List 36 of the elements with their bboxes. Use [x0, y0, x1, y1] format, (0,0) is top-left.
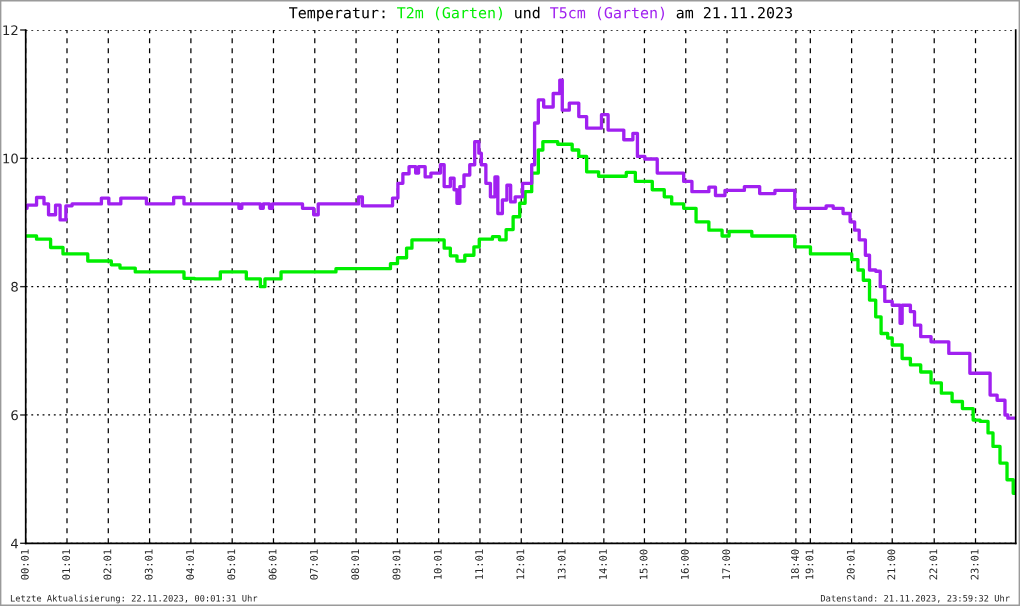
x-tick-label: 16:00: [680, 549, 689, 579]
x-tick-label: 05:01: [227, 549, 236, 580]
x-tick-label: 20:01: [846, 549, 855, 580]
x-tick-label: 01:01: [62, 549, 71, 580]
x-tick-label: 04:01: [186, 549, 194, 580]
x-tick-label: 11:01: [475, 549, 484, 579]
x-tick-label: 19:01: [805, 549, 814, 579]
x-tick-label: 00:01: [20, 549, 29, 580]
x-tick-label: 13:01: [557, 549, 566, 579]
text: Datenstand: 21.11.2023, 23:59:32 Uhr: [820, 594, 1010, 603]
y-tick-label: 8: [11, 281, 18, 292]
x-tick-label: 18:40: [791, 549, 799, 579]
x-tick-label: 15:00: [639, 549, 648, 579]
x-tick-label: 07:01: [309, 549, 318, 580]
x-tick-label: 22:01: [929, 549, 938, 580]
text: T2m (Garten): [397, 6, 502, 21]
text: Letzte Aktualisierung: 22.11.2023, 00:01:31 Uhr: [10, 594, 258, 604]
text: und: [515, 6, 540, 19]
text: am 21.11.2023: [676, 7, 792, 19]
y-tick-label: 10: [3, 153, 18, 164]
x-tick-label: 14:01: [599, 549, 607, 579]
text: T5cm (Garten): [550, 6, 664, 21]
y-tick-label: 6: [11, 410, 18, 421]
x-tick-label: 09:01: [392, 549, 401, 580]
x-tick-label: 17:00: [722, 549, 731, 579]
chart-title: Temperatur:: [289, 7, 385, 22]
y-tick-label: 12: [3, 25, 18, 36]
x-tick-label: 12:01: [516, 549, 525, 579]
x-tick-label: 06:01: [268, 549, 277, 580]
x-tick-label: 10:01: [433, 549, 442, 579]
x-tick-label: 23:01: [970, 549, 979, 580]
x-tick-label: 21:00: [887, 549, 896, 580]
x-tick-label: 03:01: [144, 549, 153, 580]
x-tick-label: 02:01: [103, 549, 112, 580]
x-tick-label: 08:01: [351, 549, 360, 580]
y-tick-label: 4: [11, 538, 19, 549]
